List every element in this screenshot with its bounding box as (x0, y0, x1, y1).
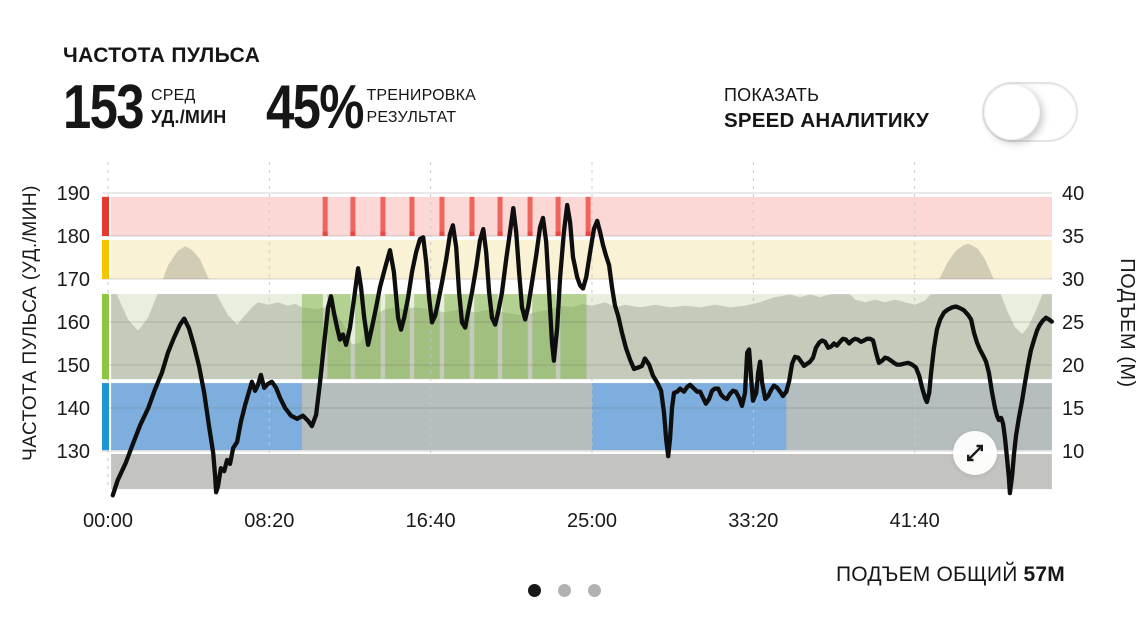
zone-band-gap (111, 379, 1052, 384)
avg-hr-label-2: УД./МИН (151, 107, 227, 127)
training-result-label-2: РЕЗУЛЬТАТ (366, 109, 457, 126)
y-axis-left-tick-label: 190 (57, 183, 90, 205)
zone-band-yellow (111, 239, 1052, 279)
y-axis-right-title: ПОДЪЕМ (М) (1116, 258, 1136, 387)
red-interval-tick-cap (350, 231, 356, 236)
toggle-label-line2: SPEED АНАЛИТИКУ (724, 109, 930, 132)
page-dot-3[interactable] (588, 584, 601, 597)
expand-chart-button[interactable] (953, 431, 997, 475)
stats-row: 153 СРЕД УД./МИН 45% ТРЕНИРОВКА РЕЗУЛЬТА… (63, 73, 477, 142)
zone-band-gap (111, 236, 1052, 240)
y-axis-right-tick-label: 30 (1062, 269, 1084, 291)
y-axis-right-tick-label: 25 (1062, 312, 1084, 334)
y-axis-left-tick-label: 140 (57, 398, 90, 420)
red-interval-tick (350, 196, 356, 236)
red-interval-tick-cap (555, 231, 561, 236)
speed-analytics-toggle[interactable] (982, 82, 1078, 142)
red-interval-tick (409, 196, 415, 236)
zone-marker-yellow (102, 239, 109, 279)
total-ascent: ПОДЪЕМ ОБЩИЙ 57М (836, 563, 1065, 587)
zone-marker-red (102, 196, 109, 236)
y-axis-right-tick-label: 15 (1062, 398, 1084, 420)
avg-hr-label-1: СРЕД (151, 87, 196, 104)
x-axis-tick-labels: 00:00 08:20 16:40 25:00 33:20 41:40 (83, 510, 940, 532)
speed-analytics-toggle-label: ПОКАЗАТЬ SPEED АНАЛИТИКУ (724, 86, 929, 132)
zone-band-gap (111, 450, 1052, 455)
red-interval-tick-cap (322, 231, 328, 236)
y-axis-right-tick-label: 40 (1062, 183, 1084, 205)
y-axis-left-tick-label: 160 (57, 312, 90, 334)
toggle-label-line1: ПОКАЗАТЬ (724, 85, 820, 105)
y-axis-right-tick-label: 10 (1062, 441, 1084, 463)
green-zone-segment (444, 288, 470, 379)
pagination-dots (528, 584, 601, 597)
avg-hr-stat: 153 СРЕД УД./МИН (63, 73, 227, 142)
x-axis-tick-label: 25:00 (567, 510, 617, 532)
red-interval-tick (322, 196, 328, 236)
red-interval-tick (380, 196, 386, 236)
y-axis-left-tick-label: 180 (57, 226, 90, 248)
y-axis-left-tick-label: 170 (57, 269, 90, 291)
training-result-stat: 45% ТРЕНИРОВКА РЕЗУЛЬТАТ (266, 77, 477, 139)
page-dot-1[interactable] (528, 584, 541, 597)
red-interval-tick (439, 196, 445, 236)
red-interval-tick-cap (585, 231, 591, 236)
page-title: ЧАСТОТА ПУЛЬСА (63, 44, 261, 67)
interval-markers-red (322, 196, 591, 236)
training-result-label-1: ТРЕНИРОВКА (366, 87, 477, 104)
x-axis-tick-label: 41:40 (890, 510, 940, 532)
y-axis-right-tick-label: 35 (1062, 226, 1084, 248)
red-interval-tick (497, 196, 503, 236)
red-interval-tick-cap (497, 231, 503, 236)
toggle-knob-icon (984, 84, 1040, 140)
red-interval-tick-cap (439, 231, 445, 236)
avg-hr-value: 153 (63, 73, 145, 142)
y-axis-tick-labels: 190 180 170 160 150 140 130 40 35 30 25 20 15 10 (57, 183, 1085, 463)
total-ascent-value: 57М (1023, 563, 1065, 586)
y-axis-left-title: ЧАСТОТА ПУЛЬСА (УД./МИН) (20, 185, 41, 461)
y-axis-right-tick-label: 20 (1062, 355, 1084, 377)
diagonal-resize-icon (966, 444, 983, 462)
zone-band-gray (111, 454, 1052, 490)
zone-edge-markers (102, 196, 109, 451)
red-interval-tick-cap (409, 231, 415, 236)
zone-marker-green (102, 294, 109, 380)
green-zone-segment (301, 288, 323, 379)
page-dot-2[interactable] (558, 584, 571, 597)
total-ascent-label: ПОДЪЕМ ОБЩИЙ (835, 563, 1018, 586)
green-zone-segment (560, 288, 587, 379)
x-axis-tick-label: 33:20 (728, 510, 778, 532)
red-interval-tick (555, 196, 561, 236)
y-axis-left-tick-label: 150 (57, 355, 90, 377)
zone-marker-blue (102, 383, 109, 451)
red-interval-tick-cap (469, 231, 475, 236)
y-axis-left-tick-label: 130 (57, 441, 90, 463)
red-interval-tick (469, 196, 475, 236)
zone-band-red (111, 196, 1052, 236)
x-axis-tick-label: 00:00 (83, 510, 133, 532)
heart-rate-line (110, 202, 1054, 498)
red-interval-tick-cap (527, 231, 533, 236)
green-zone-segment (414, 288, 440, 379)
red-interval-tick (585, 196, 591, 236)
x-axis-tick-label: 08:20 (244, 510, 294, 532)
red-interval-tick (527, 196, 533, 236)
red-interval-tick-cap (380, 231, 386, 236)
x-axis-tick-label: 16:40 (406, 510, 456, 532)
